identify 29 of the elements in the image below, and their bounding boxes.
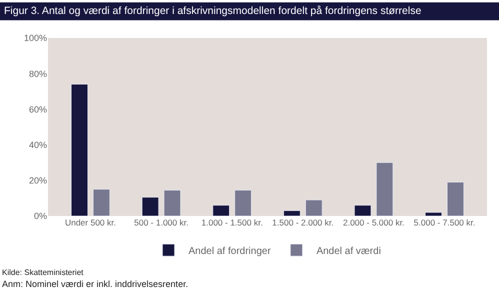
bar <box>283 210 300 216</box>
y-tick-label: 100% <box>24 33 47 44</box>
bar <box>212 205 230 216</box>
bar <box>354 205 372 216</box>
legend-label: Andel af værdi <box>316 246 381 257</box>
x-tick-label: 1.000 - 1.500 kr. <box>201 218 263 228</box>
bar <box>447 182 464 216</box>
y-tick-label: 40% <box>28 140 47 150</box>
y-tick-label: 80% <box>28 68 47 79</box>
x-tick-label: Under 500 kr. <box>64 218 116 228</box>
bar <box>71 84 88 216</box>
y-tick-label: 0% <box>34 211 47 222</box>
bar <box>164 190 181 216</box>
bar <box>92 189 110 216</box>
y-tick-label: 60% <box>28 104 47 114</box>
x-tick-label: 1.500 - 2.000 kr. <box>272 218 334 228</box>
bar <box>305 200 322 216</box>
x-tick-label: 5.000 - 7.500 kr. <box>414 218 476 228</box>
legend-label: Andel af fordringer <box>188 246 272 257</box>
text: Kilde: Skatteministeriet <box>2 268 84 277</box>
x-tick-label: 2.000 - 5.000 kr. <box>342 218 404 228</box>
y-tick-label: 20% <box>28 176 47 186</box>
bar <box>425 212 442 216</box>
bar <box>142 197 159 216</box>
x-tick-label: 500 - 1.000 kr. <box>134 218 188 228</box>
bar <box>234 190 252 216</box>
chart-title: Figur 3. Antal og værdi af fordringer i afskrivningsmodellen fordelt på fordringens størrelse <box>4 5 422 17</box>
text: Anm: Nominel værdi er inkl. inddrivelsesrenter. <box>2 279 188 289</box>
bar <box>376 162 394 216</box>
